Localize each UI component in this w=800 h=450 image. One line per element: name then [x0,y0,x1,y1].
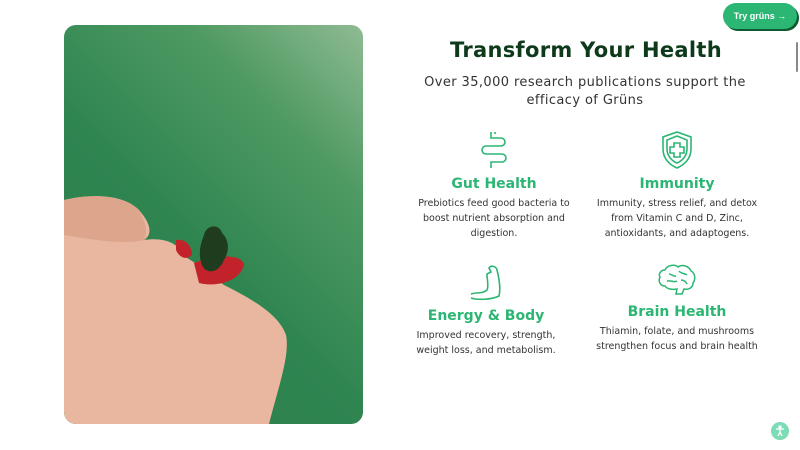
benefit-text: Thiamin, folate, and mushrooms strengthe… [596,326,758,352]
benefit-brain-health: Brain Health Thiamin, folate, and mushro… [592,262,762,354]
hero-photo [64,25,363,424]
benefit-immunity: Immunity Immunity, stress relief, and de… [592,130,762,241]
shield-cross-icon [662,131,692,169]
benefit-gut-health: Gut Health Prebiotics feed good bacteria… [409,130,579,241]
benefit-text: Improved recovery, strength, weight loss… [416,330,556,356]
benefit-title: Gut Health [451,176,537,192]
intestine-icon [481,132,507,168]
accessibility-icon [776,425,784,437]
page-subtitle: Over 35,000 research publications suppor… [424,75,746,108]
scrollbar[interactable] [796,42,798,72]
page-title: Transform Your Health [450,38,722,62]
benefit-text: Immunity, stress relief, and detox from … [596,198,758,239]
benefit-energy-body: Energy & Body Improved recovery, strengt… [401,262,571,358]
try-gruns-button[interactable]: Try grüns → [723,3,797,29]
flexed-arm-icon [470,265,501,301]
benefit-title: Immunity [639,176,715,192]
benefit-title: Energy & Body [427,308,545,324]
accessibility-button[interactable] [771,422,789,440]
benefit-title: Brain Health [627,304,727,320]
benefit-text: Prebiotics feed good bacteria to boost n… [418,198,570,239]
brain-icon [658,264,696,295]
